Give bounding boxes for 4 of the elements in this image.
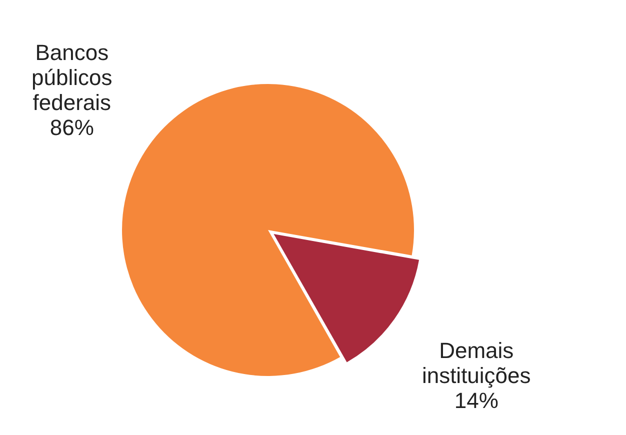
slice-label: Demais instituições <box>422 338 531 388</box>
data-label: 14% <box>454 388 498 414</box>
slice-label: Bancos públicos federais <box>32 40 112 116</box>
data-label: 86% <box>50 115 94 140</box>
